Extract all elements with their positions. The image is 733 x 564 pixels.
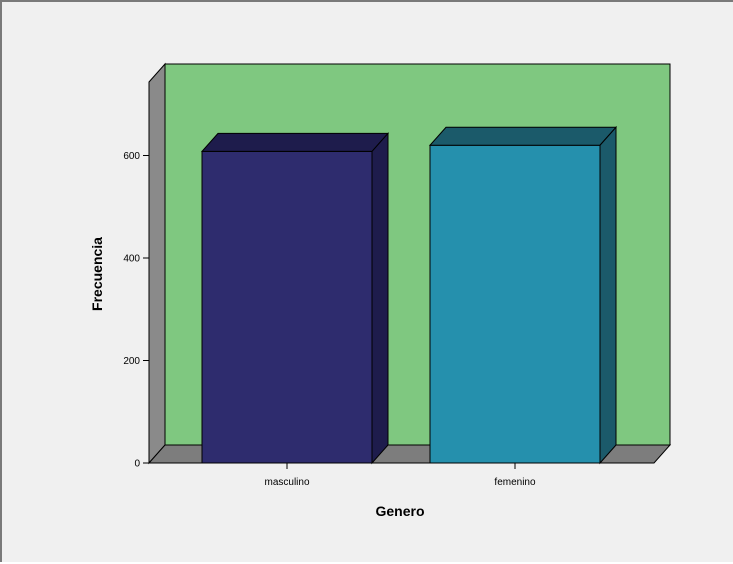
x-axis-title: Genero [375, 503, 424, 519]
bar-top [200, 132, 390, 152]
y-tick-label: 600 [123, 151, 140, 162]
bar-front [201, 150, 373, 464]
bar-top [428, 126, 618, 146]
x-tick-label: masculino [264, 477, 309, 488]
y-axis-title: Frecuencia [89, 237, 105, 311]
y-tick-label: 0 [134, 459, 140, 470]
y-tick-label: 200 [123, 356, 140, 367]
bar-front [429, 144, 601, 464]
bar-side [371, 132, 389, 465]
bar-side [599, 125, 617, 465]
side-wall [148, 62, 166, 465]
x-tick-label: femenino [494, 477, 536, 488]
y-tick-label: 400 [123, 254, 140, 265]
bar-masculino [200, 132, 390, 465]
bar-femenino [428, 125, 618, 465]
